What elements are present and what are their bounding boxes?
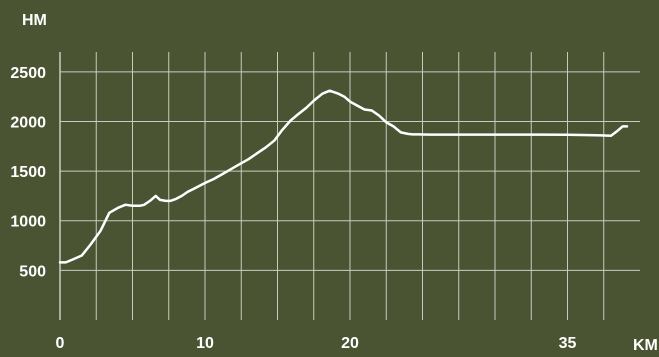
label-layer: HM KM 500 1000 1500 2000 2500 0 10 20 35 xyxy=(10,12,658,354)
elevation-profile-line xyxy=(58,89,629,264)
x-tick-label: 35 xyxy=(559,335,577,352)
y-tick-label: 1000 xyxy=(10,214,46,231)
y-tick-label: 2000 xyxy=(10,114,46,131)
y-tick-label: 500 xyxy=(19,263,46,280)
x-tick-label: 20 xyxy=(341,335,359,352)
grid-layer xyxy=(60,52,640,320)
y-axis-title: HM xyxy=(22,12,47,29)
x-axis-title: KM xyxy=(633,337,658,352)
y-tick-label: 2500 xyxy=(10,65,46,82)
x-tick-label: 0 xyxy=(56,335,65,352)
series-layer xyxy=(58,89,629,264)
x-tick-label: 10 xyxy=(196,335,214,352)
y-tick-label: 1500 xyxy=(10,164,46,181)
